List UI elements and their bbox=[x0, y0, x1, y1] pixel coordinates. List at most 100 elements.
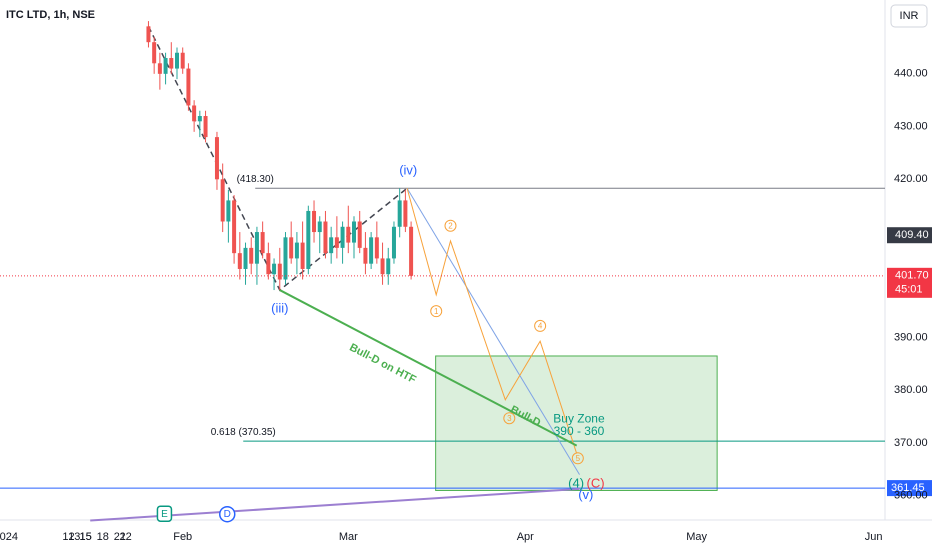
candle-body bbox=[146, 26, 151, 43]
wave-circle-label: 1 bbox=[434, 307, 439, 316]
wave-circle bbox=[430, 305, 443, 318]
candle-body bbox=[266, 253, 271, 275]
x-tick-label: May bbox=[686, 531, 707, 543]
candle-body bbox=[283, 237, 288, 280]
candle-body bbox=[391, 226, 396, 259]
y-tick-label: 380.00 bbox=[894, 384, 928, 396]
currency[interactable]: INR bbox=[900, 10, 919, 22]
symbol-title: ITC LTD, 1h, NSE bbox=[6, 9, 95, 21]
candle-body bbox=[289, 237, 294, 259]
candle-body bbox=[180, 52, 185, 69]
candle-body bbox=[237, 253, 242, 269]
y-tick-label: 430.00 bbox=[894, 120, 928, 132]
wave-circle-label: 4 bbox=[538, 322, 543, 331]
price-tag-label: 409.40 bbox=[895, 229, 929, 241]
candle-body bbox=[254, 232, 259, 264]
x-tick-label: 2024 bbox=[0, 531, 18, 543]
wave-circle bbox=[444, 219, 457, 232]
y-tick-label: 440.00 bbox=[894, 68, 928, 80]
wave-label: (iv) bbox=[399, 162, 417, 177]
candle-body bbox=[369, 237, 374, 264]
wave-circle-label: 3 bbox=[507, 414, 512, 423]
wave-label: (iii) bbox=[271, 300, 288, 315]
price-tag bbox=[887, 267, 932, 298]
candle-body bbox=[403, 200, 408, 227]
candle-body bbox=[334, 237, 339, 248]
buy-zone bbox=[435, 355, 718, 491]
candle-body bbox=[380, 258, 385, 275]
candle-body bbox=[249, 247, 254, 264]
wave-circle bbox=[534, 319, 547, 332]
y-tick-label: 370.00 bbox=[894, 437, 928, 449]
y-tick-label: 390.00 bbox=[894, 331, 928, 343]
bull-label: Bull-D on HTF bbox=[347, 341, 418, 386]
x-tick-label: Jun bbox=[865, 531, 883, 543]
wave-circle-label: 5 bbox=[576, 454, 581, 463]
candle-body bbox=[192, 105, 197, 122]
currency-box[interactable] bbox=[890, 4, 928, 28]
bull-line bbox=[279, 289, 578, 447]
x-tick-label: Mar bbox=[339, 531, 358, 543]
candle-body bbox=[152, 42, 157, 64]
y-tick-label: 420.00 bbox=[894, 173, 928, 185]
x-tick-label: 18 bbox=[97, 531, 109, 543]
wave-line bbox=[147, 26, 408, 292]
wave-label: (4) bbox=[568, 476, 584, 491]
event-marker bbox=[156, 505, 173, 522]
candle-body bbox=[397, 200, 402, 227]
level-tag bbox=[887, 480, 932, 497]
x-tick-label: 13 bbox=[68, 531, 80, 543]
y-tick-label: 360.00 bbox=[894, 490, 928, 502]
candle-body bbox=[352, 221, 356, 243]
x-tick-label: 22 bbox=[119, 531, 131, 543]
candle-body bbox=[300, 242, 305, 269]
candle-body bbox=[186, 68, 191, 106]
candle-body bbox=[346, 226, 351, 243]
event-marker bbox=[218, 505, 236, 523]
zone-range: 390 - 360 bbox=[554, 424, 605, 438]
x-tick-label: Apr bbox=[517, 531, 534, 543]
level-tag-label: 361.45 bbox=[891, 482, 925, 494]
x-tick-label: Feb bbox=[173, 531, 192, 543]
wave-circle bbox=[503, 412, 516, 425]
candle-body bbox=[317, 221, 322, 233]
candle-body bbox=[294, 242, 299, 259]
candle-body bbox=[329, 237, 334, 254]
candle-body bbox=[306, 210, 311, 269]
price-tag-label: 401.70 bbox=[895, 270, 929, 282]
candle-body bbox=[409, 226, 414, 276]
wave-label: (v) bbox=[578, 487, 593, 502]
candle-body bbox=[157, 63, 162, 74]
countdown: 45:01 bbox=[895, 284, 923, 296]
x-tick-label: 15 bbox=[80, 531, 92, 543]
candle-body bbox=[214, 137, 219, 180]
candle-body bbox=[312, 210, 317, 233]
candle-body bbox=[175, 52, 179, 69]
candle-body bbox=[277, 263, 282, 280]
candle-body bbox=[357, 221, 362, 248]
candle-body bbox=[197, 116, 202, 122]
candle-body bbox=[232, 200, 237, 254]
event-marker-label: D bbox=[224, 509, 231, 520]
candle-body bbox=[260, 232, 265, 254]
candle-body bbox=[220, 179, 225, 222]
wave-label: (C) bbox=[586, 476, 604, 491]
candle-body bbox=[169, 58, 174, 69]
candle-body bbox=[163, 58, 168, 74]
candle-body bbox=[363, 247, 368, 264]
wave-circle-label: 2 bbox=[448, 221, 453, 230]
x-tick-label: 15 bbox=[80, 531, 92, 543]
projection-line bbox=[406, 188, 580, 475]
x-tick-label: 21 bbox=[114, 531, 126, 543]
candle-body bbox=[340, 226, 345, 248]
price-tag bbox=[887, 227, 932, 244]
candle-body bbox=[243, 247, 248, 269]
candle-body bbox=[386, 258, 391, 275]
event-marker-label: E bbox=[161, 509, 168, 520]
zone-label: Buy Zone bbox=[553, 411, 605, 425]
candle-body bbox=[226, 200, 231, 222]
x-tick-label: 12 bbox=[62, 531, 74, 543]
candle-body bbox=[203, 116, 208, 138]
